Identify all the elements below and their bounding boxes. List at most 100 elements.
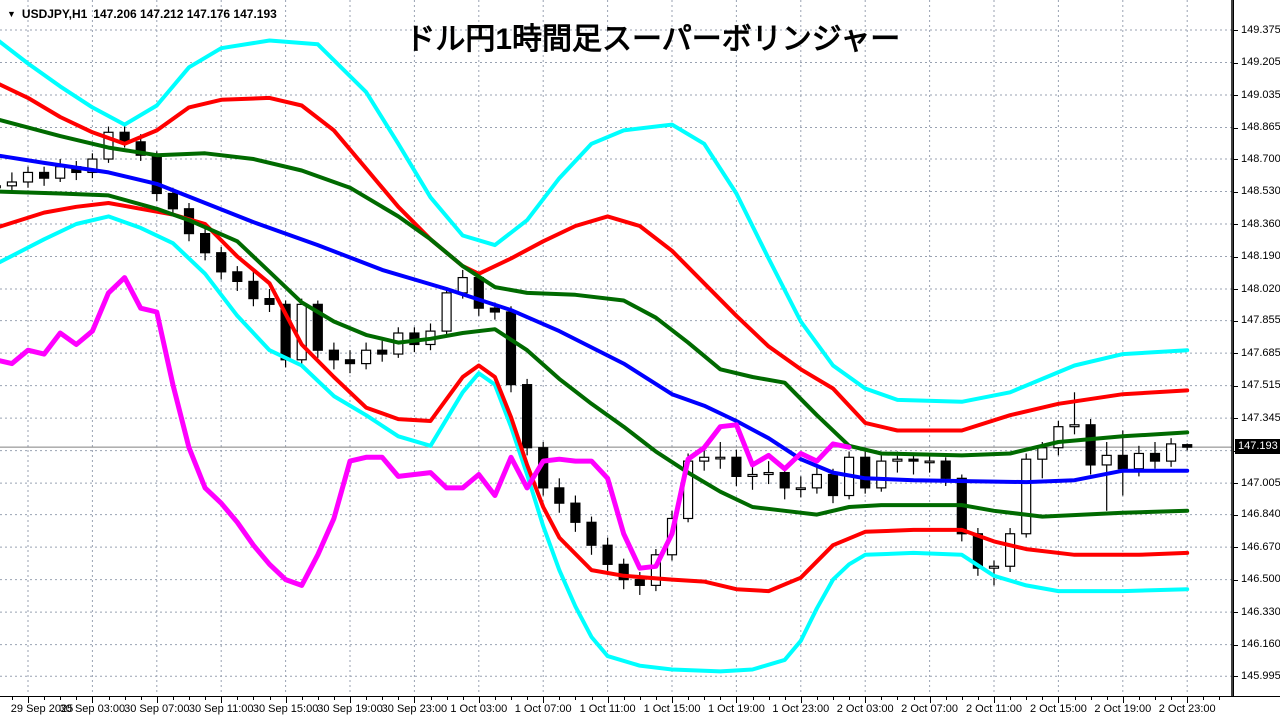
price-axis-tick (1234, 483, 1238, 485)
chart-plot-area[interactable] (0, 0, 1233, 696)
candle-body (892, 458, 903, 462)
time-axis-minor-tick (237, 697, 239, 700)
price-axis-label: 149.205 (1241, 56, 1280, 68)
candle-body (747, 473, 758, 478)
candle-body (699, 456, 710, 462)
time-axis-minor-tick (189, 697, 190, 700)
bollinger-minus3sigma-line (0, 214, 1190, 674)
price-axis-label: 148.020 (1241, 282, 1280, 295)
candle-body (377, 349, 388, 355)
time-axis-label: 2 Oct 07:00 (901, 703, 959, 715)
time-axis-major-tick (736, 697, 738, 703)
time-axis-minor-tick (108, 697, 110, 700)
time-axis-label: 1 Oct 15:00 (643, 703, 701, 715)
candle-body (795, 487, 806, 491)
candle-body (38, 171, 50, 179)
time-axis-label: 30 Sep 19:00 (317, 703, 383, 715)
bollinger-plus3sigma-line (0, 38, 1190, 404)
time-axis-minor-tick (1138, 697, 1140, 700)
candle-body (55, 166, 66, 179)
price-axis-label: 147.855 (1241, 314, 1280, 327)
candle-body (200, 233, 211, 254)
price-axis-tick (1234, 353, 1238, 355)
time-axis-minor-tick (1155, 697, 1156, 700)
bollinger-plus2sigma-line (0, 82, 1190, 433)
candle-body (6, 181, 18, 187)
bollinger-plus1sigma-line (0, 117, 1190, 458)
time-axis-label: 30 Sep 11:00 (188, 703, 254, 715)
time-axis-minor-tick (881, 697, 883, 700)
price-axis-tick (1234, 224, 1238, 226)
candle-body (779, 471, 790, 489)
time-axis-minor-tick (382, 697, 384, 700)
candle-body (554, 487, 565, 504)
current-price-tag: 147.193 (1235, 439, 1280, 455)
time-axis-minor-tick (494, 697, 496, 700)
time-axis-minor-tick (1090, 697, 1092, 700)
candle-body (328, 349, 339, 361)
price-axis-label: 146.500 (1241, 573, 1280, 586)
symbol-dropdown-icon[interactable]: ▼ (7, 8, 16, 19)
candle-body (1101, 454, 1112, 466)
time-axis-major-tick (1058, 697, 1060, 703)
price-axis-tick (1234, 62, 1238, 64)
price-axis-tick (1234, 644, 1238, 646)
time-axis-label: 30 Sep 23:00 (381, 703, 448, 715)
time-axis-major-tick (1122, 697, 1124, 703)
candle-body (715, 456, 726, 460)
time-axis-minor-tick (60, 697, 62, 700)
time-axis-minor-tick (462, 697, 464, 700)
candle-body (521, 384, 533, 449)
candle-body (586, 521, 597, 546)
time-axis-minor-tick (269, 697, 271, 700)
candle-body (1085, 424, 1096, 466)
time-axis-minor-tick (1026, 697, 1028, 700)
time-axis-minor-tick (720, 697, 722, 700)
price-axis-tick (1234, 159, 1238, 161)
time-axis-minor-tick (11, 697, 13, 700)
time-axis-minor-tick (398, 697, 400, 700)
time-axis-minor-tick (205, 697, 207, 700)
time-axis-major-tick (350, 697, 351, 703)
time-axis-minor-tick (1042, 697, 1044, 700)
symbol-name: USDJPY,H1 (21, 7, 88, 21)
candle-body (763, 471, 774, 476)
candle-body (1133, 452, 1145, 470)
candle-body (248, 280, 259, 300)
time-axis-minor-tick (913, 697, 915, 700)
candle-body (1182, 444, 1193, 448)
price-axis-label: 148.700 (1241, 152, 1280, 165)
time-axis-minor-tick (1106, 697, 1108, 700)
price-axis[interactable]: 147.193 149.375 149.205 149.035 148.865 148.… (1233, 0, 1280, 696)
candle-body (811, 473, 823, 489)
time-axis-label: 30 Sep 15:00 (252, 703, 319, 715)
price-axis-label: 146.330 (1241, 605, 1280, 618)
time-axis-minor-tick (124, 697, 126, 700)
time-axis-major-tick (156, 697, 158, 703)
time-axis-label: 2 Oct 15:00 (1029, 703, 1087, 715)
time-axis-minor-tick (833, 697, 834, 700)
time-axis-minor-tick (172, 697, 174, 700)
time-axis-label: 29 Sep 2025 (10, 703, 74, 715)
candle-body (731, 456, 742, 478)
time-axis-minor-tick (366, 697, 368, 700)
time-axis-minor-tick (446, 697, 448, 700)
candle-body (457, 276, 468, 294)
time-axis[interactable]: 29 Sep 2025 30 Sep 03:00 30 Sep 07:00 30 Se… (0, 696, 1280, 722)
price-axis-tick (1234, 289, 1238, 291)
time-axis-minor-tick (1074, 697, 1076, 700)
candle-body (876, 460, 887, 489)
time-axis-minor-tick (527, 697, 529, 700)
time-axis-major-tick (865, 697, 867, 703)
time-axis-major-tick (478, 697, 480, 703)
symbol-info[interactable]: ▼ USDJPY,H1 147.206 147.212 147.176 147.… (7, 7, 277, 21)
time-axis-minor-tick (688, 697, 690, 700)
time-axis-label: 30 Sep 07:00 (124, 703, 190, 715)
candle-body (650, 554, 662, 586)
time-axis-label: 30 Sep 03:00 (59, 703, 126, 715)
time-axis-minor-tick (961, 697, 963, 700)
time-axis-major-tick (607, 697, 609, 703)
time-axis-label: 2 Oct 11:00 (965, 703, 1023, 715)
candle-body (827, 473, 839, 497)
